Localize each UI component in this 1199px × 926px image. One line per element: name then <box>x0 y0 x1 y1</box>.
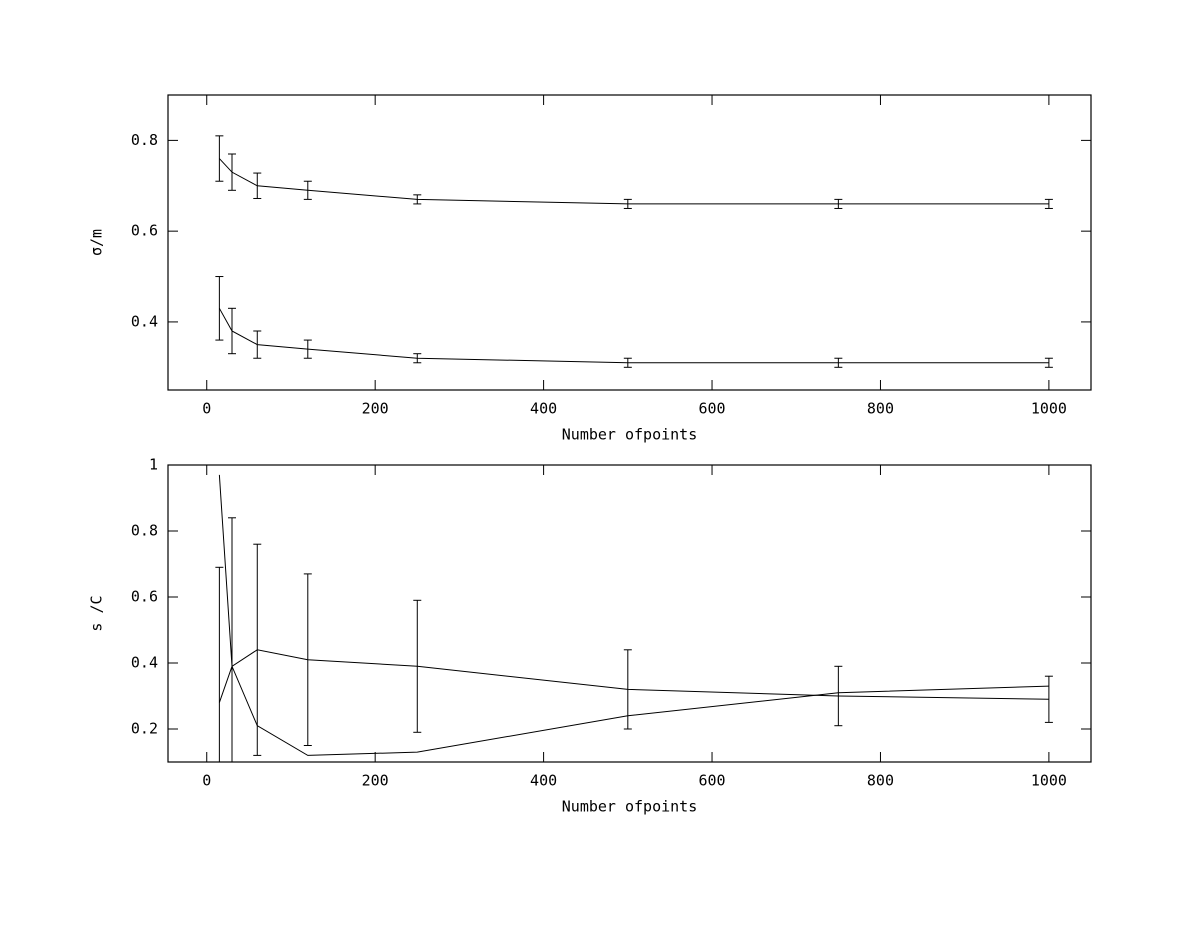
y-tick-label: 0.8 <box>131 131 158 149</box>
y-axis-label: σ/m <box>88 229 106 256</box>
x-axis-label: Number ofpoints <box>562 798 697 816</box>
error-bar <box>413 194 422 205</box>
error-bar <box>1044 198 1053 209</box>
error-bar <box>253 172 262 199</box>
series-line <box>218 649 1049 703</box>
y-tick-label: 1 <box>149 456 158 474</box>
error-bar <box>834 198 843 209</box>
error-bar <box>215 566 224 762</box>
x-tick-label: 600 <box>698 400 725 418</box>
error-bar <box>303 339 312 359</box>
error-bar <box>253 330 262 359</box>
x-tick-label: 1000 <box>1031 772 1067 790</box>
error-bar <box>834 357 843 368</box>
x-tick-label: 200 <box>362 772 389 790</box>
series-line <box>218 308 1049 364</box>
x-tick-label: 600 <box>698 772 725 790</box>
error-bar <box>834 665 843 727</box>
series-line <box>218 474 1049 756</box>
error-bar <box>228 153 237 191</box>
frame <box>167 464 1092 763</box>
error-bar <box>1044 357 1053 368</box>
x-tick-label: 1000 <box>1031 400 1067 418</box>
x-tick-label: 0 <box>202 400 211 418</box>
error-bar <box>623 357 632 368</box>
error-bar <box>623 198 632 209</box>
error-bar <box>303 180 312 200</box>
error-bar <box>215 135 224 182</box>
x-axis-label: Number ofpoints <box>562 426 697 444</box>
y-tick-label: 0.6 <box>131 222 158 240</box>
error-bar <box>413 599 422 733</box>
error-bar <box>228 517 237 762</box>
series-line <box>219 158 1049 205</box>
error-bar <box>623 649 632 730</box>
error-bar <box>253 543 262 756</box>
x-tick-label: 0 <box>202 772 211 790</box>
y-tick-label: 0.8 <box>131 522 158 540</box>
x-tick-label: 800 <box>867 772 894 790</box>
y-axis-label: s /C <box>88 595 106 631</box>
y-tick-label: 0.4 <box>131 654 158 672</box>
error-bar <box>413 353 422 364</box>
x-tick-label: 400 <box>530 400 557 418</box>
x-tick-label: 400 <box>530 772 557 790</box>
error-bar <box>228 307 237 355</box>
y-tick-label: 0.2 <box>131 720 158 738</box>
error-bar <box>1044 675 1053 723</box>
x-tick-label: 800 <box>867 400 894 418</box>
error-bar <box>303 573 312 746</box>
plot-area <box>215 135 1053 368</box>
y-tick-label: 0.6 <box>131 588 158 606</box>
frame <box>167 94 1092 391</box>
x-tick-label: 200 <box>362 400 389 418</box>
y-tick-label: 0.4 <box>131 312 158 330</box>
error-bar <box>215 276 224 341</box>
plot-area <box>215 474 1053 762</box>
